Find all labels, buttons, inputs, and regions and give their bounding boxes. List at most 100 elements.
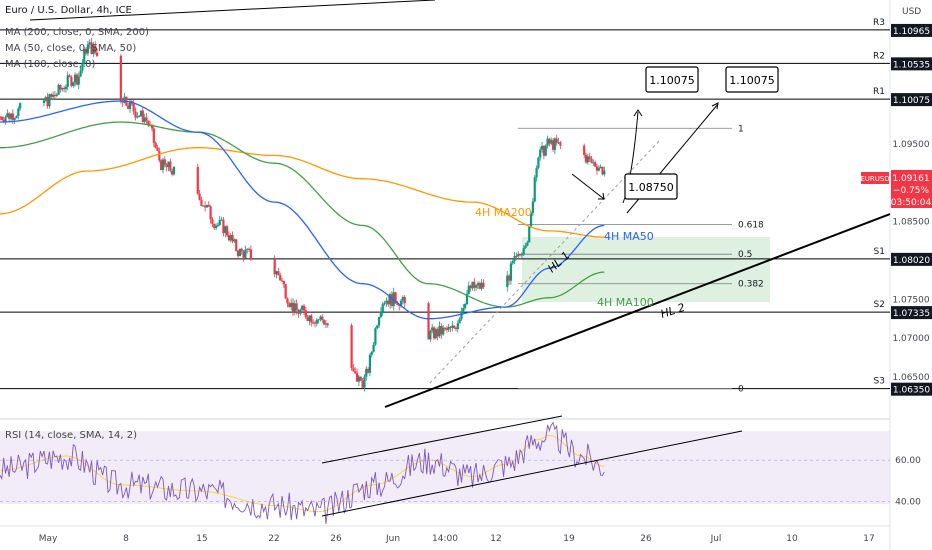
candle-body-98[interactable] bbox=[244, 249, 247, 258]
candle-body-37[interactable] bbox=[88, 42, 91, 45]
candle-body-40[interactable] bbox=[94, 45, 97, 53]
candle-body-23[interactable] bbox=[62, 88, 66, 90]
candle-body-53[interactable] bbox=[139, 110, 143, 117]
candle-body-171[interactable] bbox=[443, 327, 447, 329]
candle-body-141[interactable] bbox=[366, 368, 370, 373]
candle-body-207[interactable] bbox=[531, 201, 535, 214]
candle-body-100[interactable] bbox=[247, 248, 251, 250]
candle-body-136[interactable] bbox=[357, 376, 361, 382]
candle-body-198[interactable] bbox=[515, 255, 518, 257]
candle-body-223[interactable] bbox=[583, 145, 586, 156]
candle-body-56[interactable] bbox=[145, 117, 148, 121]
symbol-legend[interactable]: Euro / U.S. Dollar, 4h, ICE bbox=[5, 5, 132, 16]
candle-body-80[interactable] bbox=[211, 219, 214, 224]
candle-body-71[interactable] bbox=[172, 166, 176, 175]
candle-body-62[interactable] bbox=[156, 147, 159, 151]
candle-body-105[interactable] bbox=[279, 275, 282, 281]
candle-body-124[interactable] bbox=[313, 322, 317, 324]
candle-body-18[interactable] bbox=[53, 94, 57, 96]
candle-body-35[interactable] bbox=[84, 48, 88, 54]
candle-body-91[interactable] bbox=[231, 234, 234, 242]
candle-body-125[interactable] bbox=[315, 319, 318, 324]
candle-body-19[interactable] bbox=[55, 94, 58, 96]
candle-body-163[interactable] bbox=[429, 330, 432, 340]
candle-body-109[interactable] bbox=[286, 298, 289, 304]
candle-body-181[interactable] bbox=[462, 307, 465, 312]
candle-body-2[interactable] bbox=[2, 120, 5, 123]
target-2-box[interactable] bbox=[725, 66, 779, 93]
candle-body-6[interactable] bbox=[9, 113, 13, 119]
candle-body-102[interactable] bbox=[273, 259, 276, 275]
candle-body-118[interactable] bbox=[302, 305, 306, 311]
candle-body-209[interactable] bbox=[535, 167, 538, 178]
candle-body-25[interactable] bbox=[66, 75, 69, 87]
candle-body-30[interactable] bbox=[75, 74, 79, 85]
candle-body-5[interactable] bbox=[8, 113, 11, 119]
candle-body-211[interactable] bbox=[539, 149, 542, 158]
candle-body-75[interactable] bbox=[202, 205, 205, 207]
candle-body-215[interactable] bbox=[546, 138, 549, 146]
candle-body-110[interactable] bbox=[288, 303, 291, 307]
candle-body-68[interactable] bbox=[167, 161, 170, 167]
candle-body-1[interactable] bbox=[0, 116, 3, 121]
candle-body-87[interactable] bbox=[224, 226, 227, 234]
candle-body-20[interactable] bbox=[57, 85, 60, 95]
candle-body-135[interactable] bbox=[355, 373, 359, 382]
candle-body-112[interactable] bbox=[291, 302, 295, 313]
candle-body-27[interactable] bbox=[70, 77, 73, 86]
candle-body-226[interactable] bbox=[588, 156, 591, 159]
candle-body-94[interactable] bbox=[236, 250, 240, 257]
candle-body-77[interactable] bbox=[205, 204, 209, 208]
ma50-legend[interactable]: MA (50, close, 0, SMA, 50) bbox=[5, 43, 136, 54]
rsi-legend[interactable]: RSI (14, close, SMA, 14, 2) bbox=[5, 430, 137, 441]
candle-body-189[interactable] bbox=[476, 283, 480, 286]
candle-body-7[interactable] bbox=[11, 113, 14, 120]
candle-body-46[interactable] bbox=[127, 105, 130, 109]
candle-body-158[interactable] bbox=[398, 304, 401, 307]
candle-body-8[interactable] bbox=[13, 118, 16, 120]
candle-body-199[interactable] bbox=[517, 254, 520, 257]
candle-body-0[interactable] bbox=[0, 116, 2, 118]
candle-body-177[interactable] bbox=[454, 327, 458, 330]
candle-body-191[interactable] bbox=[480, 282, 483, 289]
candle-body-64[interactable] bbox=[160, 160, 163, 171]
candle-body-153[interactable] bbox=[388, 294, 392, 305]
candle-body-173[interactable] bbox=[447, 326, 450, 330]
candle-body-144[interactable] bbox=[372, 344, 375, 352]
hl2-trendline[interactable] bbox=[384, 213, 891, 408]
candle-body-167[interactable] bbox=[436, 329, 439, 337]
candle-body-60[interactable] bbox=[152, 128, 155, 143]
candle-body-82[interactable] bbox=[214, 225, 218, 229]
candle-body-26[interactable] bbox=[68, 75, 71, 78]
candle-body-213[interactable] bbox=[542, 145, 545, 156]
candle-body-217[interactable] bbox=[550, 140, 553, 144]
candle-body-145[interactable] bbox=[374, 328, 377, 345]
candle-body-182[interactable] bbox=[464, 303, 467, 308]
candle-body-169[interactable] bbox=[440, 326, 443, 335]
candle-body-41[interactable] bbox=[95, 52, 99, 56]
candle-body-49[interactable] bbox=[132, 103, 135, 112]
candle-body-142[interactable] bbox=[368, 354, 372, 373]
candle-body-147[interactable] bbox=[377, 316, 381, 326]
candle-body-14[interactable] bbox=[46, 97, 49, 107]
candle-body-216[interactable] bbox=[548, 138, 551, 144]
pullback-box[interactable] bbox=[624, 173, 678, 200]
candle-body-85[interactable] bbox=[220, 219, 223, 221]
candle-body-178[interactable] bbox=[456, 323, 459, 330]
candle-body-154[interactable] bbox=[390, 294, 393, 307]
candle-body-107[interactable] bbox=[282, 280, 285, 285]
candle-body-205[interactable] bbox=[528, 226, 531, 243]
candle-body-93[interactable] bbox=[235, 239, 238, 251]
candle-body-114[interactable] bbox=[295, 303, 298, 310]
candle-body-200[interactable] bbox=[518, 254, 522, 256]
candle-body-12[interactable] bbox=[42, 100, 46, 104]
candle-body-33[interactable] bbox=[81, 62, 84, 71]
candle-body-9[interactable] bbox=[15, 116, 18, 119]
candle-body-134[interactable] bbox=[354, 371, 357, 374]
candle-body-119[interactable] bbox=[304, 310, 307, 318]
candle-body-36[interactable] bbox=[86, 44, 90, 54]
candle-body-132[interactable] bbox=[350, 325, 353, 368]
candle-body-185[interactable] bbox=[469, 285, 472, 289]
candle-body-74[interactable] bbox=[200, 199, 203, 206]
candle-body-104[interactable] bbox=[277, 271, 280, 276]
